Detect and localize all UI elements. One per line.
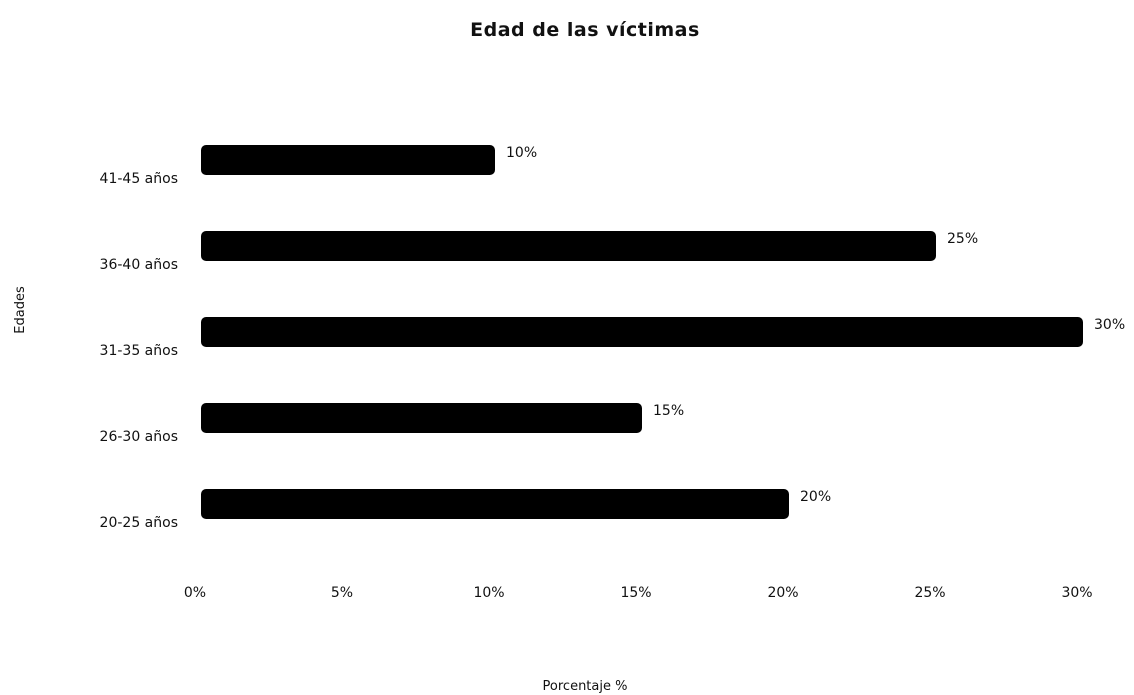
category-label-31-35: 31-35 años: [100, 343, 178, 359]
bar-26-30: [201, 403, 642, 433]
x-tick-label: 5%: [331, 585, 353, 601]
x-tick-label: 30%: [1061, 585, 1092, 601]
bar-31-35: [201, 317, 1083, 347]
data-label-26-30: 15%: [653, 403, 684, 419]
data-label-20-25: 20%: [800, 489, 831, 505]
data-labels: 20% 15% 30% 25% 10%: [506, 145, 1125, 505]
data-label-36-40: 25%: [947, 231, 978, 247]
x-tick-label: 25%: [914, 585, 945, 601]
category-labels: 20-25 años 26-30 años 31-35 años 36-40 años…: [100, 171, 178, 531]
category-label-26-30: 26-30 años: [100, 429, 178, 445]
bar-41-45: [201, 145, 495, 175]
data-label-31-35: 30%: [1094, 317, 1125, 333]
x-tick-label: 10%: [473, 585, 504, 601]
chart-title: Edad de las víctimas: [470, 19, 700, 41]
x-tick-labels: 0% 5% 10% 15% 20% 25% 30%: [184, 585, 1093, 601]
data-label-41-45: 10%: [506, 145, 537, 161]
x-tick-label: 20%: [767, 585, 798, 601]
bars-group: [201, 145, 1083, 519]
category-label-20-25: 20-25 años: [100, 515, 178, 531]
bar-36-40: [201, 231, 936, 261]
category-label-41-45: 41-45 años: [100, 171, 178, 187]
category-label-36-40: 36-40 años: [100, 257, 178, 273]
x-tick-label: 0%: [184, 585, 206, 601]
x-axis-title: Porcentaje %: [543, 679, 628, 694]
bar-20-25: [201, 489, 789, 519]
y-axis-title: Edades: [13, 286, 28, 334]
x-tick-label: 15%: [620, 585, 651, 601]
